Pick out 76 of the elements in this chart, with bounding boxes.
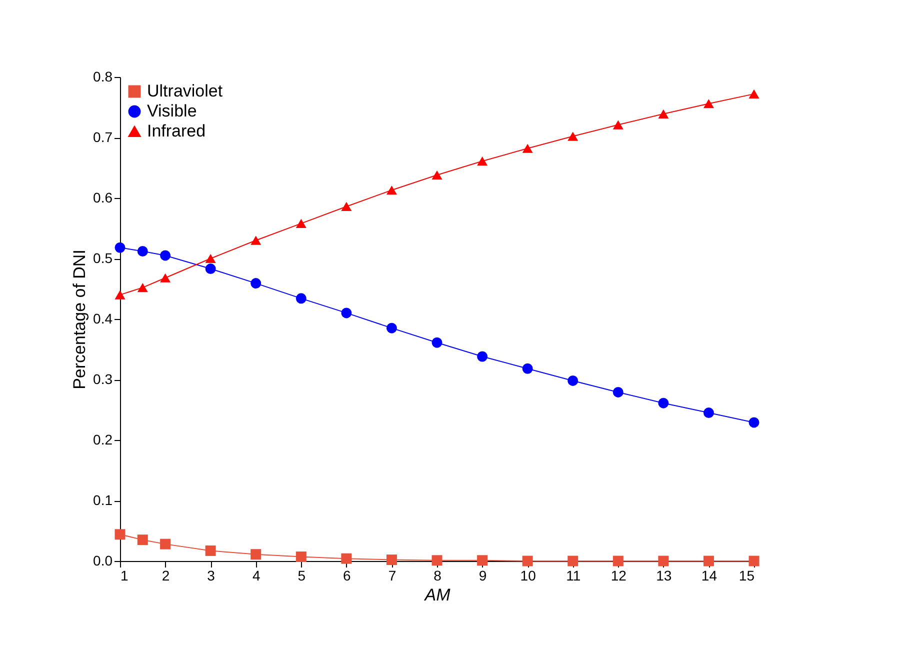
y-tick-label: 0.5 — [93, 250, 113, 266]
point — [137, 246, 148, 256]
point — [250, 236, 262, 245]
point — [568, 556, 578, 566]
point — [205, 545, 216, 556]
point — [432, 170, 442, 180]
point — [250, 278, 262, 289]
point — [160, 538, 171, 550]
point — [250, 549, 262, 560]
legend-label: Infrared — [147, 122, 206, 140]
point — [612, 386, 624, 398]
point — [703, 556, 714, 566]
point — [612, 556, 624, 566]
x-tick-label: 7 — [388, 568, 396, 584]
point — [748, 89, 760, 98]
point — [477, 156, 488, 166]
y-tick-label: 0.0 — [93, 552, 113, 568]
x-tick-label: 9 — [478, 568, 487, 584]
point — [658, 109, 669, 118]
point — [114, 290, 126, 300]
legend-label: Visible — [147, 102, 197, 120]
y-tick-label: 0.3 — [93, 371, 113, 387]
point — [341, 308, 352, 318]
point — [522, 556, 533, 566]
x-tick-label: 6 — [343, 568, 352, 584]
y-tick-label: 0.7 — [93, 129, 113, 145]
point — [568, 375, 578, 386]
y-tick-label: 0.2 — [93, 432, 113, 448]
y-tick-label: 0.1 — [93, 492, 113, 508]
x-tick-label: 4 — [252, 568, 260, 584]
point — [522, 144, 533, 153]
point — [205, 264, 216, 274]
point — [114, 242, 126, 253]
x-tick-label: 1 — [120, 568, 128, 584]
point — [432, 337, 442, 348]
x-tick-label: 13 — [656, 568, 672, 584]
y-tick-label: 0.6 — [93, 190, 113, 206]
point — [341, 202, 352, 212]
x-tick-label: 3 — [207, 568, 216, 584]
point — [114, 529, 126, 540]
point — [568, 132, 578, 141]
x-tick-label: 12 — [610, 568, 627, 584]
y-tick-label: 0.8 — [93, 68, 113, 84]
legend-label: Ultraviolet — [147, 82, 223, 100]
point — [137, 283, 148, 292]
point — [522, 363, 533, 374]
x-tick-label: 5 — [298, 568, 306, 584]
point — [205, 254, 216, 264]
point — [658, 556, 669, 566]
point — [341, 553, 352, 564]
point — [477, 351, 488, 362]
point — [432, 555, 442, 566]
point — [703, 408, 714, 418]
point — [612, 120, 624, 130]
x-tick-label: 11 — [566, 568, 581, 584]
point — [296, 218, 306, 228]
point — [386, 554, 397, 566]
point — [477, 555, 488, 566]
x-tick-label: 2 — [162, 568, 170, 584]
x-tick-label: 14 — [701, 568, 718, 584]
x-tick-label: 8 — [434, 568, 442, 584]
y-tick-label: 0.4 — [93, 310, 113, 326]
point — [160, 250, 171, 261]
point — [160, 273, 171, 282]
y-axis-title: Percentage of DNI — [70, 250, 90, 390]
point — [386, 186, 397, 195]
x-tick-label: 15 — [738, 568, 755, 584]
x-axis-title: AM — [424, 586, 452, 604]
point — [748, 417, 760, 428]
point — [137, 534, 148, 546]
point — [658, 398, 669, 408]
point — [703, 99, 714, 108]
point — [296, 552, 306, 562]
point — [296, 293, 306, 304]
point — [386, 322, 397, 334]
x-tick-label: 10 — [520, 568, 536, 584]
